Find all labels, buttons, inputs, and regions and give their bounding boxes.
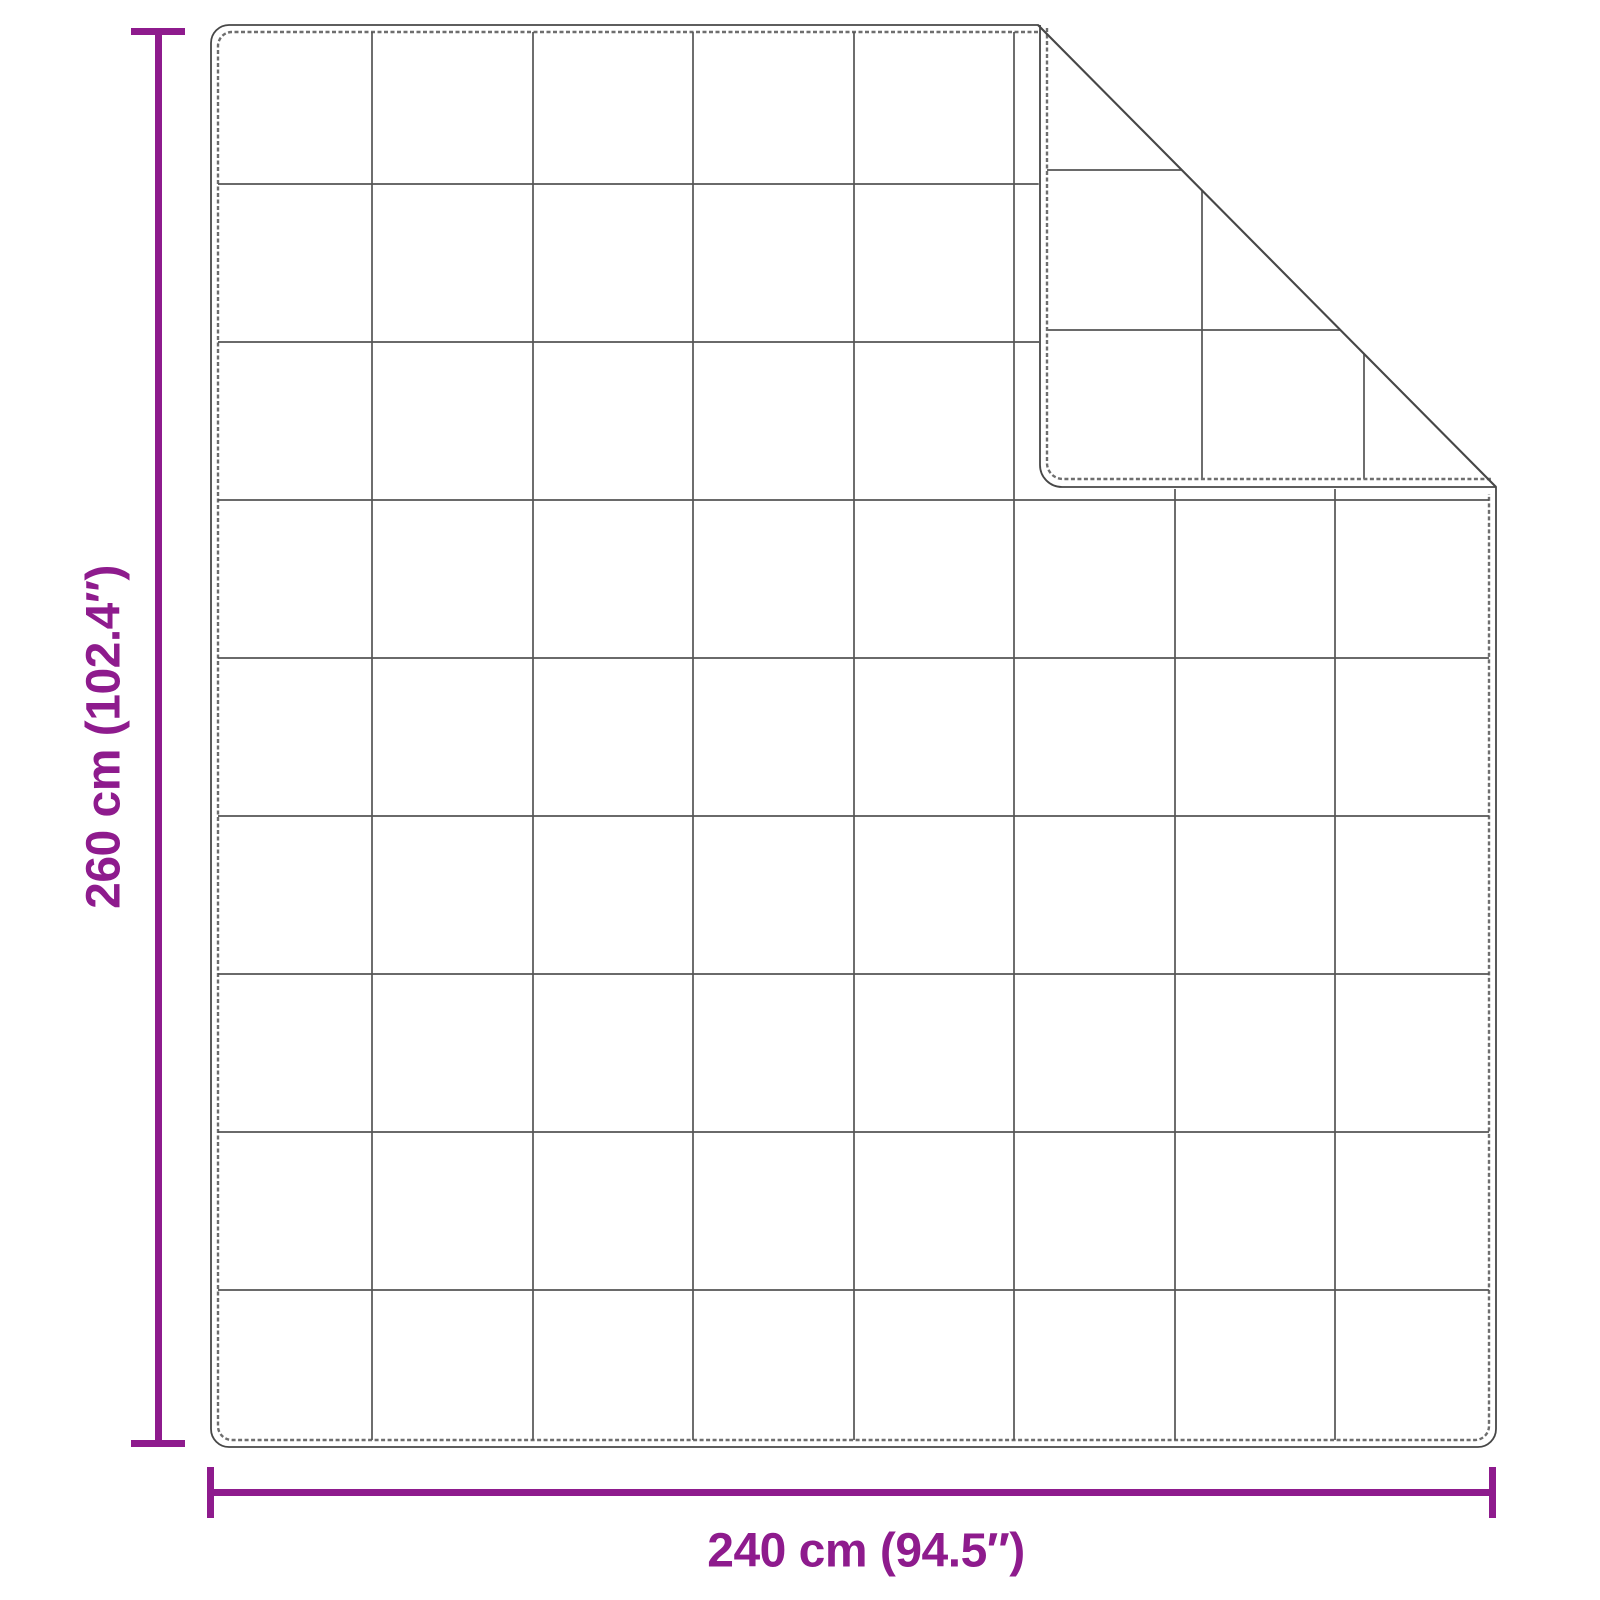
- width-dimension-line: [207, 1467, 1496, 1518]
- folded-corner-edge: [1039, 25, 1496, 488]
- fold-crease-line: [1037, 24, 1497, 488]
- quilt-grid-lines: [218, 32, 1489, 1440]
- folded-corner-grid-lines: [1047, 169, 1365, 479]
- height-dimension-line: [131, 28, 185, 1447]
- width-dimension-label: 240 cm (94.5″): [707, 1524, 1025, 1578]
- height-dimension-label: 260 cm (102.4″): [77, 565, 131, 909]
- blanket-stitch-line: [216, 30, 1491, 1442]
